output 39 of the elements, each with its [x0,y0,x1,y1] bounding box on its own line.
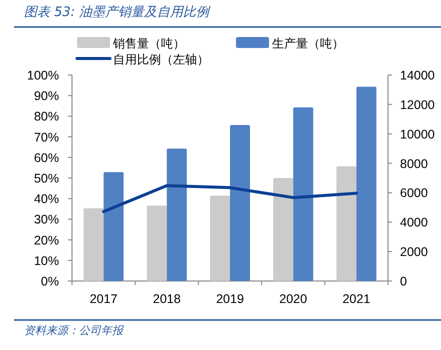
bar [230,125,250,281]
x-tick-label: 2017 [90,292,118,306]
y-tick-label: 0% [40,274,59,288]
bar [336,166,356,281]
y-tick-label: 100% [27,68,59,82]
bar [210,196,230,281]
y-tick-label: 40% [34,192,59,206]
legend-label: 生产量（吨） [272,36,344,50]
y-tick-label: 60% [34,150,59,165]
y-tick-label: 20% [34,233,59,248]
x-tick-label: 2019 [216,292,244,306]
bar [273,178,294,281]
bar [146,206,167,281]
y2-tick-label: 6000 [400,186,428,200]
y2-tick-label: 10000 [400,127,435,142]
y-tick-label: 30% [34,212,59,227]
y2-tick-label: 12000 [400,98,435,112]
bar [84,208,104,281]
y2-tick-label: 2000 [400,245,428,260]
bar [293,107,314,281]
legend-label: 销售量（吨） [112,36,185,50]
y-tick-label: 70% [34,130,59,144]
y2-tick-label: 8000 [400,156,428,171]
y2-tick-label: 0 [400,274,407,288]
y2-tick-label: 14000 [400,68,435,82]
chart-title: 图表 53: 油墨产销量及自用比例 [24,5,212,20]
y-tick-label: 90% [34,89,59,104]
x-tick-label: 2021 [342,292,370,306]
bar [166,148,187,281]
bar [356,86,376,281]
bar [104,172,124,281]
y2-tick-label: 4000 [400,216,428,230]
y-tick-label: 10% [34,254,59,268]
y-tick-label: 50% [34,172,59,186]
x-tick-label: 2020 [279,292,308,306]
y-tick-label: 80% [34,110,59,124]
legend-label: 自用比例（左轴） [113,52,209,66]
text: 资料来源：公司年报 [24,324,124,337]
x-tick-label: 2018 [152,292,181,306]
